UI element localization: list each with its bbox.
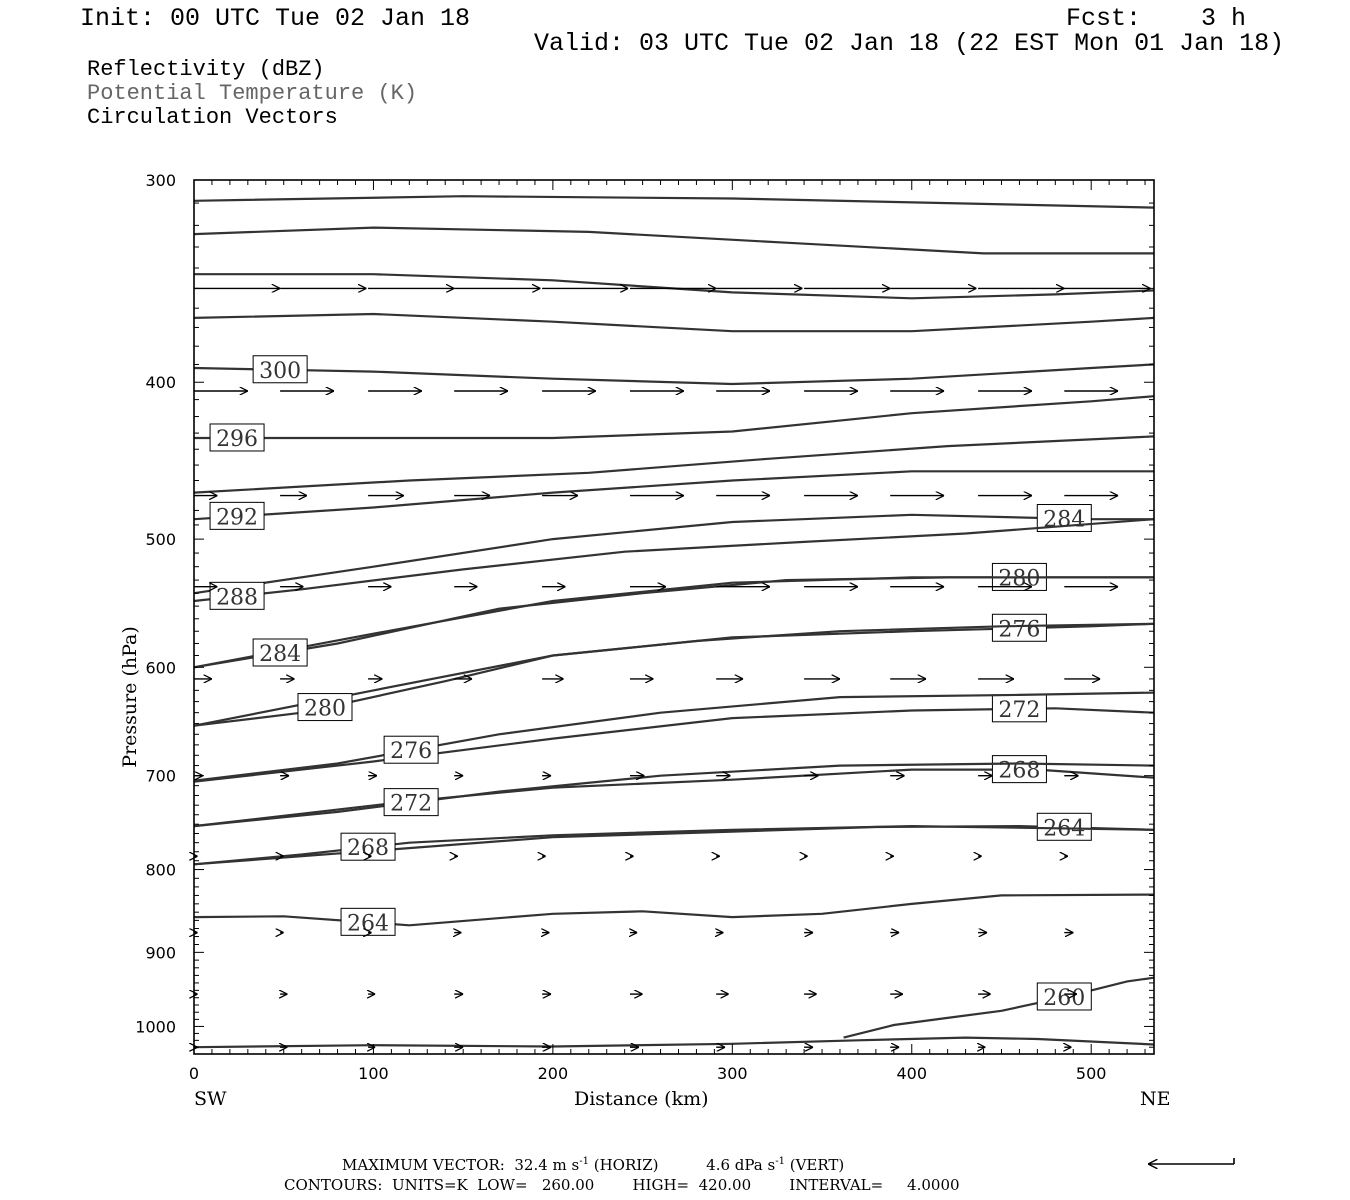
y-tick-label: 400 bbox=[145, 373, 176, 392]
theta-contour bbox=[193, 226, 1154, 255]
plot-frame bbox=[193, 179, 1155, 1055]
x-tick-label: 400 bbox=[896, 1064, 927, 1083]
contour-label-text: 272 bbox=[390, 792, 432, 817]
y-tick-label: 1000 bbox=[135, 1017, 176, 1036]
legend-potential-temperature: Potential Temperature (K) bbox=[87, 81, 418, 106]
x-tick-label: 100 bbox=[358, 1064, 389, 1083]
legend-reflectivity: Reflectivity (dBZ) bbox=[87, 57, 325, 82]
contour-label: 264 bbox=[340, 907, 396, 936]
theta-contour bbox=[193, 576, 1154, 669]
contour-label-text: 284 bbox=[1043, 508, 1085, 533]
axes-layer: 300 400 500 600 700 800 900 1000 0 100 200 300 400 50… bbox=[119, 171, 1171, 1110]
contour-label-text: 284 bbox=[259, 642, 301, 667]
theta-contour bbox=[193, 762, 1155, 828]
contour-label-text: 268 bbox=[347, 836, 389, 861]
theta-contour bbox=[193, 622, 1155, 727]
contour-label-text: 296 bbox=[216, 427, 258, 452]
theta-contour bbox=[193, 363, 1155, 386]
contour-label: 272 bbox=[383, 788, 439, 817]
contour-label: 280 bbox=[297, 693, 353, 722]
legend-circulation-vectors: Circulation Vectors bbox=[87, 105, 338, 130]
theta-contour bbox=[193, 470, 1154, 521]
contour-label-text: 260 bbox=[1043, 986, 1085, 1011]
theta-contour bbox=[193, 312, 1155, 333]
x-tick-label: 300 bbox=[717, 1064, 748, 1083]
max-vector-a: MAXIMUM VECTOR: 32.4 m s bbox=[342, 1156, 580, 1174]
x-tick-label: 500 bbox=[1076, 1064, 1107, 1083]
theta-contour bbox=[193, 824, 1155, 866]
theta-contour bbox=[193, 435, 1155, 494]
contour-label-text: 272 bbox=[998, 698, 1040, 723]
contours-note: CONTOURS: UNITS=K LOW= 260.00 HIGH= 420.… bbox=[284, 1176, 960, 1194]
x-axis-title: Distance (km) bbox=[574, 1088, 709, 1110]
y-tick-label: 900 bbox=[145, 943, 176, 962]
init-time: Init: 00 UTC Tue 02 Jan 18 bbox=[80, 4, 471, 33]
y-axis-title: Pressure (hPa) bbox=[119, 626, 141, 768]
theta-contour bbox=[193, 1036, 1155, 1049]
contour-label: 300 bbox=[252, 355, 308, 384]
contour-label-text: 288 bbox=[216, 585, 258, 610]
contour-label-text: 268 bbox=[998, 759, 1040, 784]
max-vector-sup1: -1 bbox=[579, 1156, 589, 1167]
contour-label: 284 bbox=[252, 638, 308, 667]
max-vector-c: (VERT) bbox=[784, 1156, 845, 1174]
x-tick-label: 0 bbox=[189, 1064, 199, 1083]
theta-contour bbox=[193, 893, 1155, 927]
y-tick-label: 600 bbox=[145, 658, 176, 677]
y-tick-label: 800 bbox=[145, 861, 176, 880]
contour-label: 268 bbox=[991, 755, 1047, 784]
y-tick-label: 300 bbox=[145, 171, 176, 190]
reference-vector-arrow bbox=[1148, 1158, 1235, 1164]
contour-label: 276 bbox=[991, 613, 1047, 642]
contour-label: 260 bbox=[1036, 982, 1092, 1011]
contour-label: 272 bbox=[991, 694, 1047, 723]
y-tick-label: 700 bbox=[145, 767, 176, 786]
vector-layer bbox=[194, 288, 1151, 1047]
contour-label-text: 280 bbox=[998, 566, 1040, 591]
y-tick-label: 500 bbox=[145, 530, 176, 549]
contour-label-text: 264 bbox=[347, 911, 389, 936]
theta-contour bbox=[193, 691, 1155, 782]
x-left-end-label: SW bbox=[194, 1088, 227, 1110]
theta-contour bbox=[193, 195, 1155, 209]
theta-contour bbox=[194, 395, 1155, 440]
contour-label: 276 bbox=[383, 735, 439, 764]
theta-contour bbox=[193, 707, 1155, 783]
max-vector-sup2: -1 bbox=[775, 1156, 785, 1167]
theta-contour bbox=[194, 273, 1155, 300]
valid-time: Valid: 03 UTC Tue 02 Jan 18 (22 EST Mon … bbox=[534, 29, 1285, 58]
contour-label: 292 bbox=[209, 501, 265, 530]
contour-label-text: 276 bbox=[998, 617, 1040, 642]
x-right-end-label: NE bbox=[1140, 1088, 1171, 1110]
contour-label-text: 300 bbox=[259, 359, 301, 384]
contour-label-text: 292 bbox=[216, 505, 258, 530]
max-vector-note: MAXIMUM VECTOR: 32.4 m s-1 (HORIZ) 4.6 d… bbox=[342, 1156, 844, 1174]
forecast-hour: Fcst: 3 h bbox=[1066, 4, 1247, 33]
contour-label: 268 bbox=[340, 832, 396, 861]
theta-contour bbox=[843, 976, 1155, 1039]
x-tick-label: 200 bbox=[538, 1064, 569, 1083]
max-vector-b: (HORIZ) 4.6 dPa s bbox=[588, 1156, 776, 1174]
contour-label: 288 bbox=[209, 581, 265, 610]
contour-label-text: 280 bbox=[304, 697, 346, 722]
contour-label: 296 bbox=[209, 423, 265, 452]
contour-label-text: 276 bbox=[390, 739, 432, 764]
